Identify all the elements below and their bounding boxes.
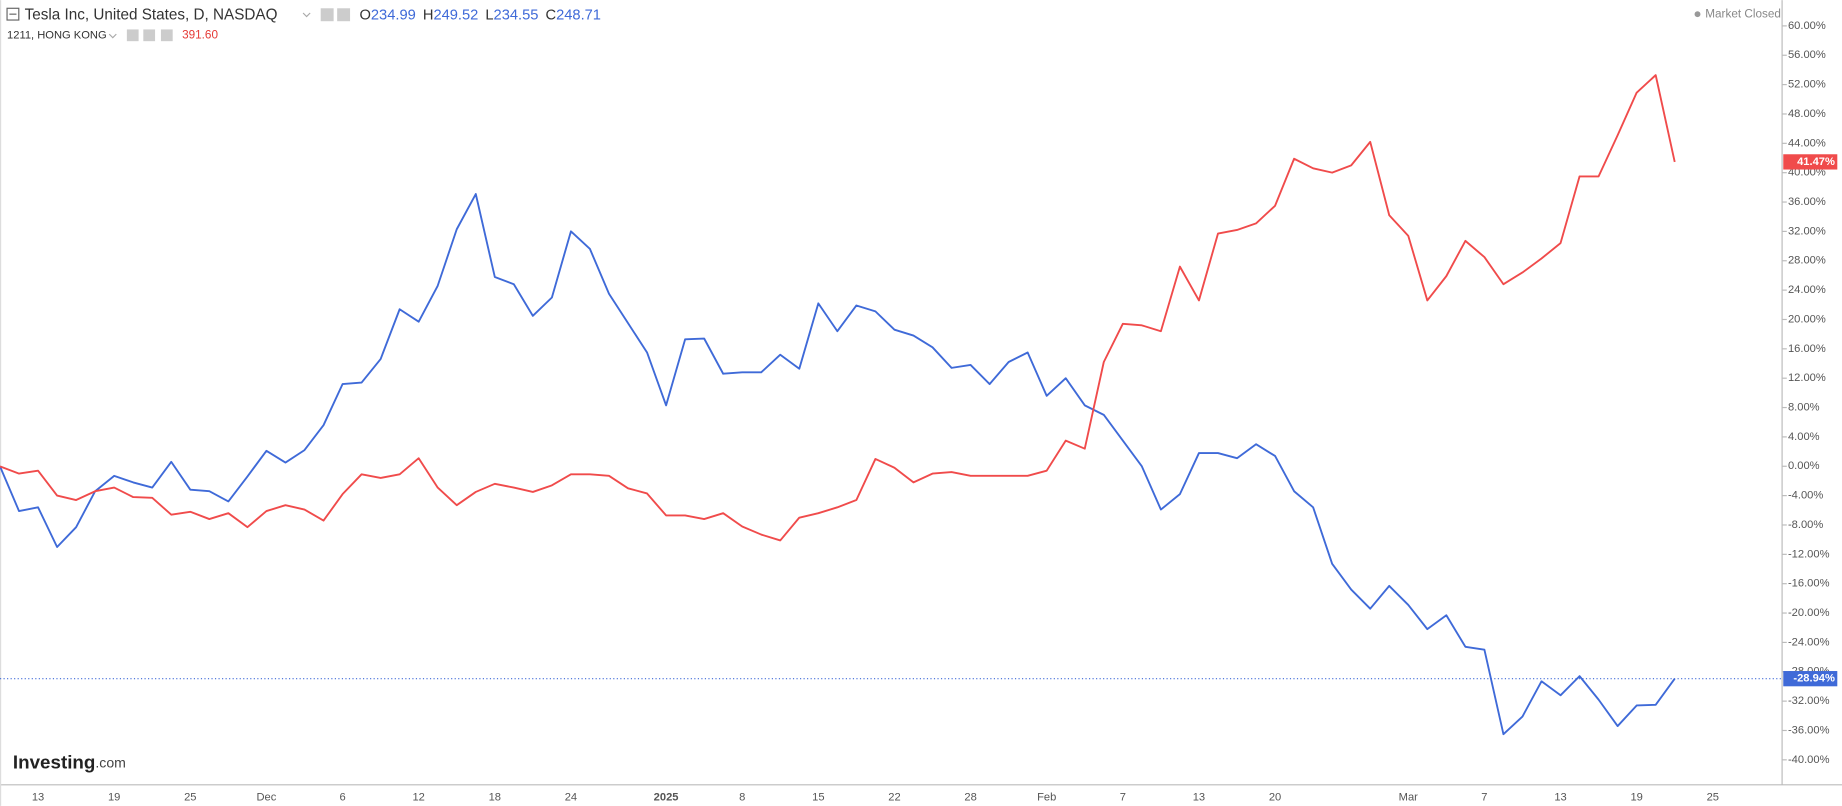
ohlc-values: O234.99 H249.52 L234.55 C248.71 [359, 7, 601, 23]
x-tick-label: 8 [739, 792, 745, 804]
y-tick-label: -32.00% [1788, 695, 1830, 707]
y-tick-label: 16.00% [1788, 343, 1826, 355]
y-tick-label: 28.00% [1788, 255, 1826, 267]
y-tick-label: 56.00% [1788, 49, 1826, 61]
x-tick-label: 25 [1707, 792, 1719, 804]
logo: Investing.com [13, 752, 126, 773]
x-tick-label: 13 [1554, 792, 1566, 804]
y-tick-label: -16.00% [1788, 578, 1830, 590]
x-tick-label: 18 [489, 792, 501, 804]
y-tick-label: 8.00% [1788, 401, 1820, 413]
ohlc-key: H [423, 7, 434, 23]
x-tick-label: 7 [1120, 792, 1126, 804]
ohlc-value: 234.99 [371, 7, 416, 23]
y-tick-label: 4.00% [1788, 431, 1820, 443]
y-tick-label: 48.00% [1788, 108, 1826, 120]
y-tick-label: -8.00% [1788, 519, 1823, 531]
x-tick-label: Dec [257, 792, 277, 804]
remove-icon[interactable] [160, 29, 173, 42]
hide-icon[interactable] [337, 8, 351, 22]
last-value-box [1783, 154, 1838, 170]
status-dot [1694, 11, 1701, 18]
hide-icon[interactable] [143, 29, 156, 42]
x-tick-label: 2025 [654, 792, 679, 804]
y-tick-label: -24.00% [1788, 636, 1830, 648]
dropdown-arrow[interactable] [302, 12, 311, 18]
compare-title[interactable]: 1211, HONG KONG [7, 29, 107, 41]
collapse-icon[interactable] [6, 7, 20, 21]
x-tick-label: 12 [412, 792, 424, 804]
x-tick-label: 28 [964, 792, 976, 804]
ohlc-key: L [485, 7, 493, 23]
x-tick-label: Mar [1399, 792, 1418, 804]
y-tick-label: 0.00% [1788, 460, 1820, 472]
ohlc-value: 234.55 [494, 7, 539, 23]
y-tick-label: -36.00% [1788, 724, 1830, 736]
y-tick-label: 60.00% [1788, 20, 1826, 32]
y-tick-label: 20.00% [1788, 313, 1826, 325]
x-tick-label: 13 [1193, 792, 1205, 804]
x-tick-label: 25 [184, 792, 196, 804]
x-tick-label: 19 [108, 792, 120, 804]
x-tick-label: 6 [339, 792, 345, 804]
ohlc-key: C [545, 7, 556, 23]
logo-brand: Investing [13, 752, 95, 773]
y-tick-label: 44.00% [1788, 137, 1826, 149]
y-tick-label: 32.00% [1788, 225, 1826, 237]
y-tick-label: -20.00% [1788, 607, 1830, 619]
compare-price: 391.60 [182, 28, 218, 41]
x-tick-label: 7 [1481, 792, 1487, 804]
series-line [0, 193, 1676, 736]
market-status: Market Closed [1705, 7, 1781, 20]
y-tick-label: 36.00% [1788, 196, 1826, 208]
y-tick-label: 12.00% [1788, 372, 1826, 384]
last-value-label: 41.47% [1797, 156, 1835, 168]
last-value-box [1783, 671, 1838, 687]
series-title[interactable]: Tesla Inc, United States, D, NASDAQ [25, 6, 278, 23]
settings-icon[interactable] [320, 8, 334, 22]
x-tick-label: 20 [1269, 792, 1281, 804]
x-tick-label: Feb [1037, 792, 1056, 804]
x-tick-label: 13 [32, 792, 44, 804]
ohlc-value: 249.52 [433, 7, 478, 23]
x-tick-label: 22 [888, 792, 900, 804]
series-line [0, 74, 1676, 542]
x-tick-label: 19 [1630, 792, 1642, 804]
y-tick-label: -40.00% [1788, 754, 1830, 766]
y-tick-label: 40.00% [1788, 167, 1826, 179]
dropdown-arrow[interactable] [108, 33, 117, 39]
ohlc-key: O [359, 7, 370, 23]
last-value-label: -28.94% [1793, 673, 1835, 685]
ohlc-value: 248.71 [556, 7, 601, 23]
x-tick-label: 15 [812, 792, 824, 804]
y-tick-label: -4.00% [1788, 490, 1823, 502]
y-tick-label: 24.00% [1788, 284, 1826, 296]
logo-suffix: .com [95, 754, 126, 770]
settings-icon[interactable] [126, 29, 139, 42]
x-tick-label: 24 [565, 792, 577, 804]
y-tick-label: 52.00% [1788, 79, 1826, 91]
plot-area [0, 74, 1676, 736]
y-tick-label: -12.00% [1788, 548, 1830, 560]
